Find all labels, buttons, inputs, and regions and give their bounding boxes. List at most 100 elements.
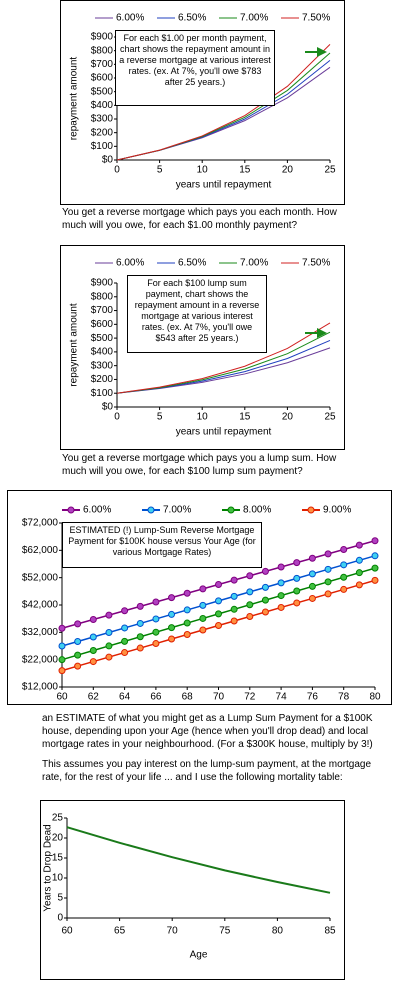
x-tick-label: 64 (119, 692, 131, 703)
x-axis-title: years until repayment (176, 427, 272, 438)
x-axis-title: years until repayment (176, 180, 272, 191)
chart-frame (40, 800, 345, 980)
x-tick-label: 80 (369, 692, 381, 703)
y-tick-label: $300 (91, 114, 114, 125)
point (74, 620, 82, 628)
y-tick-label: $200 (91, 374, 114, 385)
point (89, 615, 97, 623)
point (105, 642, 113, 650)
x-tick-label: 62 (88, 692, 100, 703)
y-axis-title: repayment amount (69, 57, 80, 141)
arrow-head (317, 47, 327, 57)
point (371, 537, 379, 545)
y-tick-label: 0 (57, 913, 63, 924)
arrow-head (317, 328, 327, 338)
point (246, 572, 254, 580)
point (355, 569, 363, 577)
legend-label: 7.00% (240, 258, 268, 269)
x-axis-title: Age (190, 950, 208, 961)
point (121, 607, 129, 615)
x-tick-label: 10 (197, 412, 209, 423)
point (355, 581, 363, 589)
y-tick-label: $500 (91, 333, 114, 344)
series-line (66, 826, 331, 894)
y-tick-label: 5 (57, 893, 63, 904)
point (324, 565, 332, 573)
point (183, 589, 191, 597)
point (340, 561, 348, 569)
point (74, 637, 82, 645)
caption: You get a reverse mortgage which pays yo… (62, 453, 337, 477)
point (324, 550, 332, 558)
point (261, 567, 269, 575)
point (340, 585, 348, 593)
legend-label: 6.50% (178, 258, 206, 269)
point (293, 587, 301, 595)
x-tick-label: 70 (213, 692, 225, 703)
point (183, 606, 191, 614)
legend-label: 7.50% (302, 258, 330, 269)
x-tick-label: 66 (150, 692, 162, 703)
point (215, 622, 222, 629)
legend-label: 6.00% (116, 13, 144, 24)
y-tick-label: $62,000 (22, 545, 59, 556)
point (152, 640, 160, 648)
point (89, 647, 97, 655)
point (277, 592, 285, 600)
point (136, 633, 144, 641)
x-tick-label: 85 (324, 926, 336, 937)
y-tick-label: $600 (91, 73, 114, 84)
point (324, 578, 332, 586)
point (105, 653, 113, 661)
caption: This assumes you pay interest on the lum… (42, 759, 372, 783)
point (230, 576, 238, 584)
point (199, 626, 207, 634)
point (277, 579, 285, 587)
y-tick-label: $500 (91, 86, 114, 97)
legend-label: 6.00% (83, 505, 111, 516)
x-tick-label: 72 (244, 692, 256, 703)
legend-label: 7.00% (240, 13, 268, 24)
y-tick-label: $12,000 (22, 682, 59, 693)
x-tick-label: 70 (167, 926, 179, 937)
point (121, 624, 129, 632)
series-line (116, 322, 331, 394)
y-tick-label: $32,000 (22, 627, 59, 638)
point (371, 576, 379, 584)
point (168, 624, 176, 632)
point (371, 564, 379, 572)
x-tick-label: 78 (338, 692, 350, 703)
point (152, 628, 160, 636)
chart: 0 5 10 15 20 25 60 65 70 75 80 85 Age Years to Drop D… (40, 800, 345, 980)
point (215, 597, 222, 605)
point (136, 602, 144, 610)
point (246, 612, 254, 620)
legend-marker (67, 506, 75, 514)
point (168, 635, 176, 643)
point (293, 574, 301, 582)
y-tick-label: 20 (52, 833, 64, 844)
point (215, 581, 222, 588)
point (371, 552, 379, 560)
y-tick-label: $100 (91, 388, 114, 399)
x-tick-label: 75 (219, 926, 231, 937)
point (340, 546, 348, 554)
y-tick-label: $700 (91, 59, 114, 70)
point (121, 649, 129, 657)
point (183, 631, 191, 639)
point (199, 585, 207, 593)
x-tick-label: 5 (157, 412, 163, 423)
point (89, 658, 97, 666)
point (308, 594, 316, 602)
series-line (116, 44, 331, 161)
point (121, 637, 129, 645)
point (308, 554, 316, 562)
y-axis-title: repayment amount (69, 303, 80, 387)
y-tick-label: 25 (52, 813, 64, 824)
y-tick-label: $72,000 (22, 518, 59, 529)
x-tick-label: 76 (307, 692, 319, 703)
point (199, 614, 207, 622)
x-tick-label: 0 (114, 165, 120, 176)
x-tick-label: 25 (324, 412, 336, 423)
point (293, 559, 301, 567)
